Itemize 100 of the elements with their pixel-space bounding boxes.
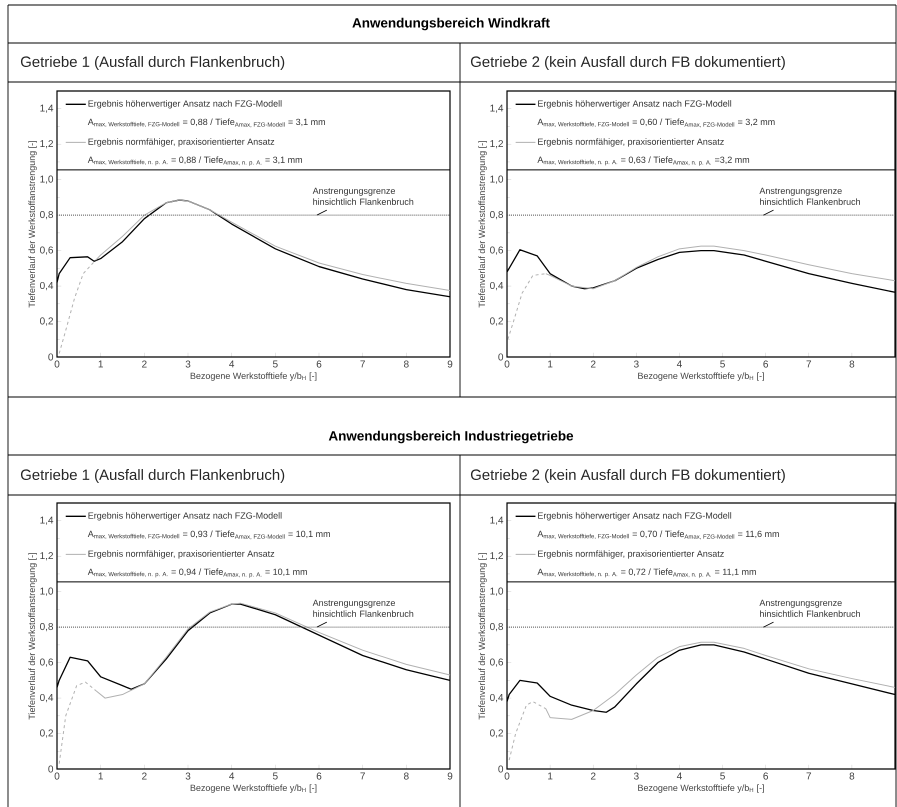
y-axis-title: Tiefenverlauf der Werkstoffanstrengung [-] xyxy=(478,553,487,720)
y-axis-title: Tiefenverlauf der Werkstoffanstrengung [-] xyxy=(478,141,487,308)
x-tick-label: 1 xyxy=(548,360,552,368)
annotation: $\text{A}_{\text{max, Werkstofftiefe, FZG-Modell}}\text{ = 0,60 / Tiefe}_{\text{Amax, FZG-Modell}}\text{ = 3,2 mm}$ xyxy=(537,118,775,128)
y-tick-label: 0,2 xyxy=(40,729,53,738)
x-axis-title: Bezogene Werkstofftiefe y/b$_{H}$ [-] xyxy=(190,372,316,381)
chart-title: Anwendungsbereich Industriegetriebe xyxy=(328,430,574,444)
x-tick-label: 8 xyxy=(404,772,409,780)
y-tick-label: 0,4 xyxy=(40,694,54,702)
annotation: $\text{A}_{\text{max, Werkstofftiefe, n. p. A.}}\text{ = 0,72 / Tiefe}_{\text{Amax, n. p. A.}}\text{ = 11,1 mm}$ xyxy=(537,568,756,578)
y-tick-label: 0,6 xyxy=(40,246,54,255)
y-tick-label: 1,4 xyxy=(40,104,54,113)
x-tick-label: 1 xyxy=(98,360,103,368)
x-tick-label: 0 xyxy=(54,360,60,368)
x-tick-label: 1 xyxy=(548,772,552,780)
y-tick-label: 1,2 xyxy=(490,140,503,148)
y-tick-label: 0,4 xyxy=(490,282,504,290)
annotation: $\text{A}_{\text{max, Werkstofftiefe, FZG-Modell}}\text{ = 0,70 / Tiefe}_{\text{Amax, FZG-Modell}}\text{ = 11,6 mm}$ xyxy=(537,530,779,540)
x-tick-label: 6 xyxy=(316,360,322,368)
y-tick-label: 0,8 xyxy=(40,211,54,220)
y-tick-label: 0,8 xyxy=(40,623,54,632)
x-tick-label: 7 xyxy=(806,772,812,780)
annotation: $\text{A}_{\text{max, Werkstofftiefe, FZG-Modell}}\text{ = 0,88 / Tiefe}_{\text{Amax, FZG-Modell}}\text{ = 3,1 mm}$ xyxy=(88,118,325,128)
y-tick-label: 0,2 xyxy=(490,317,503,326)
legend-label: Ergebnis höherwertiger Ansatz nach FZG-Modell xyxy=(88,100,282,108)
x-tick-label: 7 xyxy=(360,772,365,780)
x-tick-label: 7 xyxy=(806,360,812,368)
legend-label: Ergebnis höherwertiger Ansatz nach FZG-Modell xyxy=(88,512,282,520)
y-tick-label: 1,4 xyxy=(40,516,54,525)
x-tick-label: 5 xyxy=(272,772,278,780)
y-tick-label: 0,6 xyxy=(40,658,54,667)
x-axis-title: Bezogene Werkstofftiefe y/b$_{H}$ [-] xyxy=(638,784,764,793)
ref-line-label: Anstrengungsgrenze hinsichtlich Flankenbruch xyxy=(759,188,860,205)
x-tick-label: 0 xyxy=(54,772,60,780)
chart-title: Anwendungsbereich Windkraft xyxy=(352,18,550,30)
x-tick-label: 1 xyxy=(98,772,103,780)
x-tick-label: 4 xyxy=(229,360,234,368)
y-tick-label: 0,4 xyxy=(490,694,504,702)
y-tick-label: 1,2 xyxy=(490,552,503,560)
x-tick-label: 3 xyxy=(634,360,639,368)
x-tick-label: 5 xyxy=(720,360,725,368)
x-axis-title: Bezogene Werkstofftiefe y/b$_{H}$ [-] xyxy=(190,784,316,793)
ref-line-label: Anstrengungsgrenze hinsichtlich Flankenbruch xyxy=(312,600,414,617)
x-tick-label: 3 xyxy=(186,772,190,780)
annotation: $\text{A}_{\text{max, Werkstofftiefe, FZG-Modell}}\text{ = 0,93 / Tiefe}_{\text{Amax, FZG-Modell}}\text{ = 10,1 mm}$ xyxy=(88,530,330,540)
x-tick-label: 4 xyxy=(676,772,682,780)
y-axis-title: Tiefenverlauf der Werkstoffanstrengung [-] xyxy=(28,553,37,720)
y-tick-label: 0,8 xyxy=(490,623,504,632)
y-tick-label: 0 xyxy=(498,353,504,361)
y-tick-label: 1,0 xyxy=(40,176,54,184)
x-tick-label: 2 xyxy=(142,772,147,780)
annotation: $\text{A}_{\text{max, Werkstofftiefe, n. p. A.}}\text{ = 0,94 / Tiefe}_{\text{Amax, n. p. A.}}\text{ = 10,1 mm}$ xyxy=(88,568,307,578)
y-tick-label: 0,2 xyxy=(40,317,53,326)
x-tick-label: 5 xyxy=(720,772,725,780)
x-tick-label: 2 xyxy=(142,360,147,368)
y-tick-label: 1,4 xyxy=(490,516,504,525)
y-tick-label: 0 xyxy=(48,353,54,361)
x-tick-label: 9 xyxy=(448,360,452,368)
x-tick-label: 0 xyxy=(504,772,510,780)
x-tick-label: 5 xyxy=(272,360,278,368)
legend-label: Ergebnis höherwertiger Ansatz nach FZG-Modell xyxy=(538,100,732,108)
x-tick-label: 3 xyxy=(186,360,190,368)
legend-label: Ergebnis höherwertiger Ansatz nach FZG-Modell xyxy=(538,512,732,520)
x-tick-label: 6 xyxy=(316,772,322,780)
x-tick-label: 9 xyxy=(448,772,452,780)
y-tick-label: 1,0 xyxy=(490,588,504,596)
chart-subtitle: Getriebe 2 (kein Ausfall durch FB dokumentiert) xyxy=(470,469,785,483)
y-tick-label: 1,4 xyxy=(490,104,504,113)
legend-label: Ergebnis normfähiger, praxisorientierter Ansatz xyxy=(88,550,274,559)
x-tick-label: 6 xyxy=(763,772,768,780)
x-axis-title: Bezogene Werkstofftiefe y/b$_{H}$ [-] xyxy=(638,372,764,381)
legend-label: Ergebnis normfähiger, praxisorientierter Ansatz xyxy=(538,550,724,559)
annotation: $\text{A}_{\text{max, Werkstofftiefe, n. p. A.}}\text{ = 0,63 / Tiefe}_{\text{Amax, n. p. A.}}\text{ =3,2 mm}$ xyxy=(537,156,750,166)
chart-subtitle: Getriebe 1 (Ausfall durch Flankenbruch) xyxy=(20,469,284,483)
y-tick-label: 1,2 xyxy=(40,552,53,560)
y-tick-label: 1,0 xyxy=(490,176,504,184)
x-tick-label: 8 xyxy=(850,772,854,780)
y-tick-label: 1,0 xyxy=(40,588,54,596)
y-axis-title: Tiefenverlauf der Werkstoffanstrengung [-] xyxy=(28,141,37,308)
legend-label: Ergebnis normfähiger, praxisorientierter Ansatz xyxy=(88,138,274,147)
x-tick-label: 0 xyxy=(504,360,510,368)
ref-line-label: Anstrengungsgrenze hinsichtlich Flankenbruch xyxy=(759,600,860,617)
x-tick-label: 4 xyxy=(229,772,234,780)
legend-label: Ergebnis normfähiger, praxisorientierter Ansatz xyxy=(538,138,724,147)
x-tick-label: 8 xyxy=(850,360,854,368)
chart-subtitle: Getriebe 2 (kein Ausfall durch FB dokumentiert) xyxy=(470,56,785,70)
y-tick-label: 0,2 xyxy=(490,729,503,738)
x-tick-label: 2 xyxy=(590,772,596,780)
y-tick-label: 1,2 xyxy=(40,140,53,148)
x-tick-label: 7 xyxy=(360,360,365,368)
y-tick-label: 0,8 xyxy=(490,211,504,220)
x-tick-label: 2 xyxy=(590,360,596,368)
y-tick-label: 0,6 xyxy=(490,246,504,255)
x-tick-label: 3 xyxy=(634,772,639,780)
y-tick-label: 0 xyxy=(498,765,504,773)
chart-subtitle: Getriebe 1 (Ausfall durch Flankenbruch) xyxy=(20,56,284,70)
ref-line-label: Anstrengungsgrenze hinsichtlich Flankenbruch xyxy=(312,188,414,205)
y-tick-label: 0,4 xyxy=(40,282,54,290)
x-tick-label: 6 xyxy=(763,360,768,368)
y-tick-label: 0 xyxy=(48,765,54,773)
